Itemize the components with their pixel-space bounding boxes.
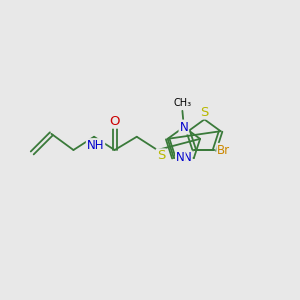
- Text: CH₃: CH₃: [173, 98, 191, 108]
- Text: O: O: [110, 115, 120, 128]
- Text: S: S: [157, 149, 165, 162]
- Text: N: N: [179, 121, 188, 134]
- Text: S: S: [200, 106, 208, 118]
- Text: N: N: [176, 152, 185, 164]
- Text: NH: NH: [87, 139, 104, 152]
- Text: Br: Br: [217, 144, 230, 157]
- Text: N: N: [183, 152, 192, 164]
